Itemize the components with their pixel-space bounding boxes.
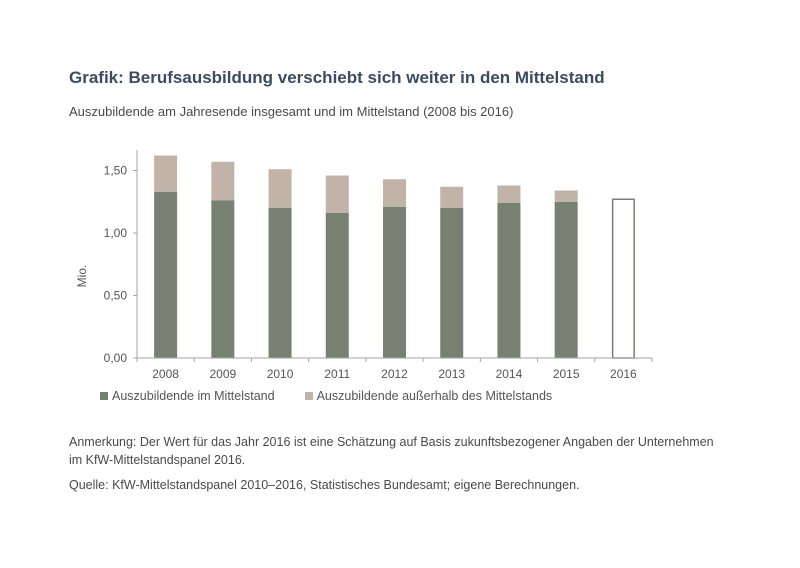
x-ticks: 2008 2009 2010 2011 2012 2013 2014 2015 2016 xyxy=(136,358,653,381)
chart-subtitle: Auszubildende am Jahresende insgesamt un… xyxy=(69,104,514,119)
x-tick-label-2015: 2015 xyxy=(553,367,580,381)
x-tick-label-2011: 2011 xyxy=(324,367,350,381)
bars-layer xyxy=(154,155,635,359)
bar-mittelstand-2015 xyxy=(554,201,578,358)
bar-ausserhalb-2009 xyxy=(211,161,235,201)
x-tick-label-2013: 2013 xyxy=(438,367,465,381)
bar-mittelstand-2012 xyxy=(383,206,406,358)
bar-mittelstand-2009 xyxy=(211,200,235,358)
footnote-source: Quelle: KfW-Mittelstandspanel 2010–2016,… xyxy=(69,478,580,492)
bar-ausserhalb-2013 xyxy=(440,186,464,208)
y-tick-label: 1,50 xyxy=(104,164,128,178)
y-tick-label: 0,00 xyxy=(104,351,128,365)
x-tick-label-2014: 2014 xyxy=(496,367,523,381)
y-tick-label: 0,50 xyxy=(104,289,128,303)
y-axis-title: Mio. xyxy=(75,265,89,288)
legend-label-ausserhalb: Auszubildende außerhalb des Mittelstands xyxy=(316,389,553,403)
bar-estimate-2016 xyxy=(611,198,635,359)
bar-mittelstand-2008 xyxy=(154,191,178,358)
x-tick-label-2010: 2010 xyxy=(267,367,294,381)
legend-item-mittelstand: Auszubildende im Mittelstand xyxy=(100,389,275,403)
legend-swatch-mittelstand xyxy=(100,392,108,400)
y-ticks: 0,00 0,50 1,00 1,50 xyxy=(104,164,137,365)
bar-mittelstand-2011 xyxy=(325,213,349,358)
bar-ausserhalb-2015 xyxy=(554,190,578,202)
bar-mittelstand-2014 xyxy=(497,203,521,358)
x-tick-label-2009: 2009 xyxy=(209,367,236,381)
x-tick-label-2008: 2008 xyxy=(152,367,179,381)
footnote-remark: Anmerkung: Der Wert für das Jahr 2016 is… xyxy=(69,435,714,467)
y-tick-label: 1,00 xyxy=(104,226,128,240)
legend-swatch-ausserhalb xyxy=(304,392,313,400)
x-tick-label-2012: 2012 xyxy=(381,367,408,381)
bar-chart: 0,00 0,50 1,00 1,50 2008 2009 2010 2011 2012 201… xyxy=(75,150,653,381)
chart-title: Grafik: Berufsausbildung verschiebt sich… xyxy=(69,68,605,87)
bar-ausserhalb-2014 xyxy=(497,185,521,203)
legend: Auszubildende im Mittelstand Auszubilden… xyxy=(100,389,552,403)
bar-ausserhalb-2011 xyxy=(325,175,349,213)
bar-ausserhalb-2010 xyxy=(268,169,292,208)
bar-ausserhalb-2008 xyxy=(154,155,178,192)
bar-ausserhalb-2012 xyxy=(383,179,406,207)
x-tick-label-2016: 2016 xyxy=(610,367,637,381)
bar-mittelstand-2013 xyxy=(440,208,464,358)
legend-label-mittelstand: Auszubildende im Mittelstand xyxy=(112,389,275,403)
legend-item-ausserhalb: Auszubildende außerhalb des Mittelstands xyxy=(304,389,553,403)
bar-mittelstand-2010 xyxy=(268,208,292,358)
